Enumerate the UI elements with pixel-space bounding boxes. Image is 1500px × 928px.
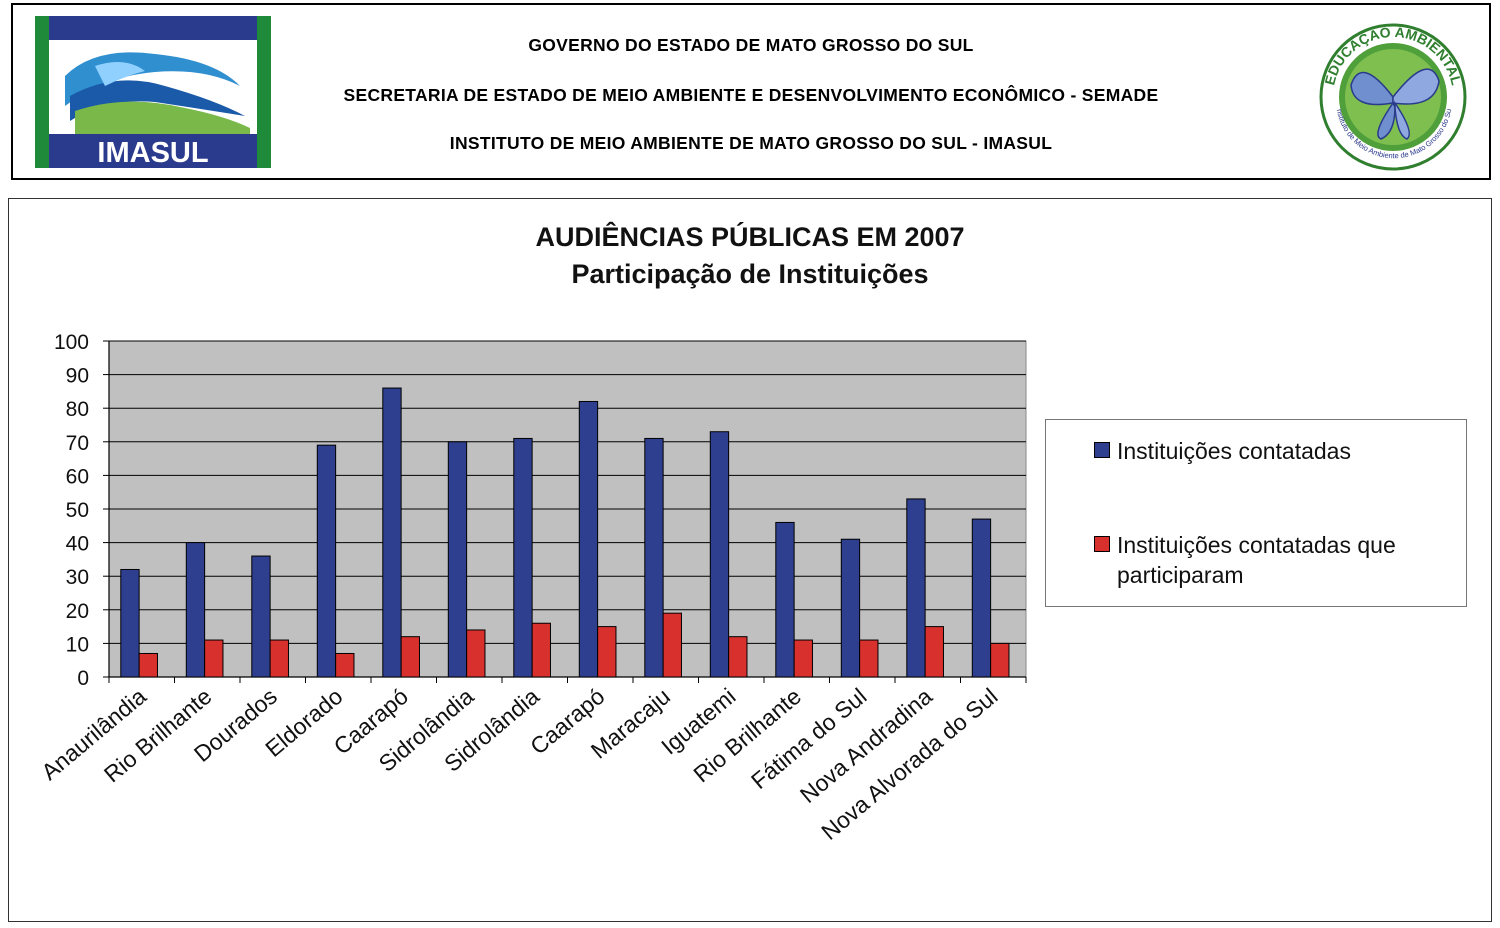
legend-swatch-contacted [1094,442,1110,458]
imasul-logo: IMASUL [35,16,271,168]
header-box: GOVERNO DO ESTADO DE MATO GROSSO DO SUL … [11,3,1491,180]
bar-contacted [644,437,664,678]
y-tick-label: 50 [66,499,89,522]
chart-legend: Instituições contatadas Instituições con… [1045,419,1467,607]
bar-contacted [251,555,271,678]
legend-swatch-participated [1094,536,1110,552]
bar-contacted [709,431,730,678]
environmental-education-logo: EDUCAÇÃO AMBIENTAL Instituto de Meio Amb… [1311,15,1467,171]
bar-contacted [906,498,926,678]
y-tick-label: 30 [66,566,89,589]
bar-participated [400,636,420,678]
legend-label-contacted: Instituições contatadas [1117,438,1351,464]
y-tick-label: 40 [66,533,89,556]
legend-label-participated: Instituições contatadas que participaram [1117,532,1396,588]
bar-contacted [513,437,533,678]
header-secretariat: SECRETARIA DE ESTADO DE MEIO AMBIENTE E … [343,85,1159,105]
bar-participated [138,652,158,678]
bar-contacted [185,542,206,678]
y-tick-label: 90 [66,365,89,388]
bar-participated [728,636,748,678]
bar-participated [662,612,682,678]
bar-contacted [447,441,468,678]
bar-participated [859,639,879,678]
legend-item-contacted: Instituições contatadas [1094,436,1437,466]
y-tick-label: 60 [66,465,89,488]
y-tick-label: 70 [66,432,89,455]
bar-participated [335,652,355,678]
y-tick-label: 20 [66,600,89,623]
bar-participated [597,626,617,678]
bar-participated [204,639,224,678]
bar-contacted [578,400,599,678]
bar-contacted [775,521,795,678]
y-tick-label: 80 [66,398,89,421]
y-tick-label: 100 [54,331,89,354]
legend-item-participated: Instituições contatadas que participaram [1094,530,1437,590]
bar-participated [990,642,1010,678]
header-government: GOVERNO DO ESTADO DE MATO GROSSO DO SUL [528,35,974,55]
bar-contacted [120,568,140,678]
bar-participated [531,622,551,678]
chart-subtitle: Participação de Instituições [571,259,929,289]
bar-participated [466,629,486,678]
bar-participated [793,639,813,678]
bar-contacted [840,538,861,678]
bar-participated [924,626,944,678]
bar-contacted [382,387,402,678]
y-tick-label: 0 [77,667,89,690]
bar-contacted [971,518,992,678]
chart-frame [8,198,1492,922]
header-institute: INSTITUTO DE MEIO AMBIENTE DE MATO GROSS… [449,133,1053,153]
imasul-logo-text: IMASUL [97,137,208,168]
chart-title: AUDIÊNCIAS PÚBLICAS EM 2007 [535,222,965,252]
bar-contacted [316,444,337,678]
y-tick-label: 10 [66,633,89,656]
bar-participated [269,639,289,678]
